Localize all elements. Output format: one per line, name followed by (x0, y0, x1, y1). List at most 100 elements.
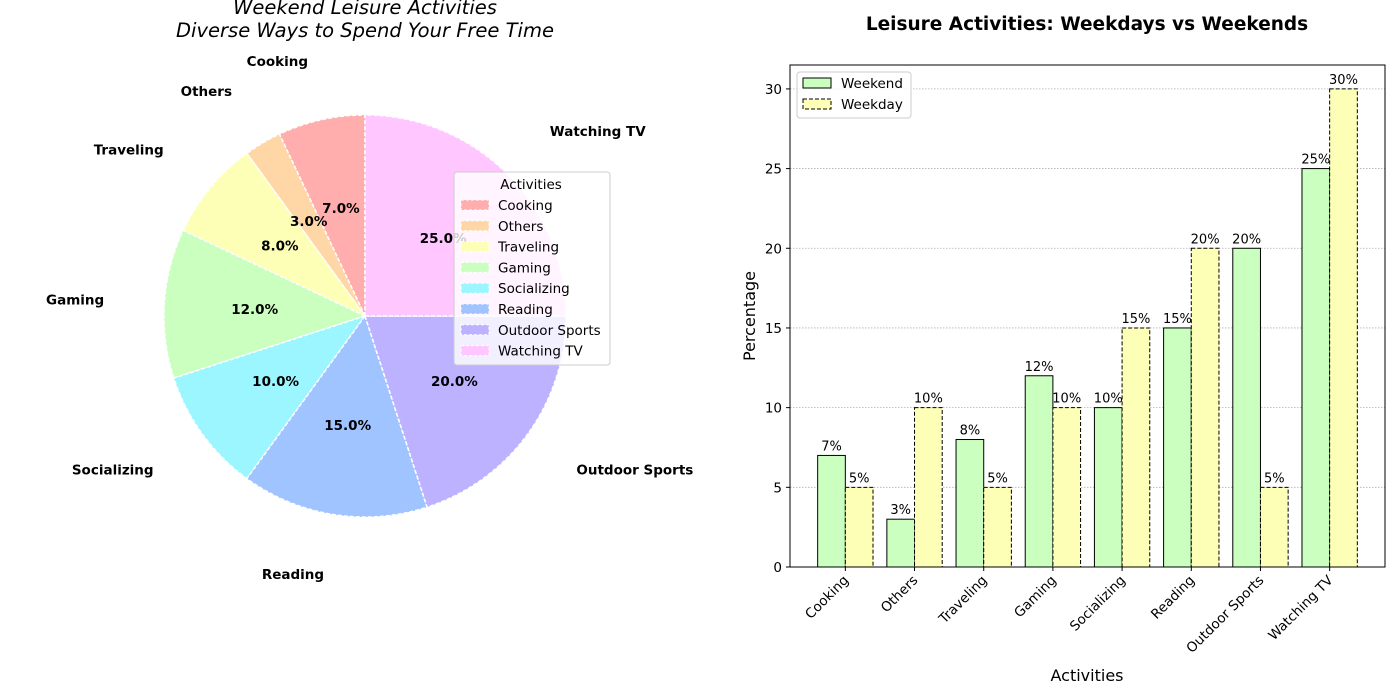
pie-legend-label-reading: Reading (498, 302, 553, 318)
bar-value-label-weekend-socializing: 10% (1094, 392, 1123, 407)
pie-legend-label-traveling: Traveling (497, 240, 559, 256)
bar-value-label-weekday-cooking: 5% (849, 471, 870, 486)
bar-chart-legend: Weekend Weekday (796, 71, 912, 119)
pie-percent-socializing: 10.0% (252, 374, 299, 390)
bar-weekend-reading (1163, 327, 1192, 568)
pie-legend-swatch-watching-tv (460, 345, 490, 357)
bar-value-label-weekday-gaming: 10% (1052, 392, 1081, 407)
pie-legend-entries: Cooking Others Traveling Gaming Socializing R… (460, 198, 601, 360)
bar-chart: Leisure Activities: Weekdays vs Weekends… (740, 14, 1386, 685)
pie-legend-frame (453, 171, 611, 366)
bar-value-label-weekend-outdoor-sports: 20% (1232, 232, 1261, 247)
pie-percent-reading: 15.0% (324, 418, 371, 434)
bar-value-label-weekend-traveling: 8% (960, 424, 981, 439)
pie-slice-traveling (182, 152, 366, 317)
pie-label-traveling: Traveling (94, 142, 164, 158)
bar-weekday-socializing (1121, 327, 1151, 568)
bar-chart-gridlines (790, 88, 1385, 488)
pie-percent-labels: 7.0%3.0%8.0%12.0%10.0%15.0%20.0%25.0% (231, 201, 478, 434)
pie-title-line-1: Weekend Leisure Activities (233, 0, 497, 19)
bar-y-tick-label-25: 25 (765, 162, 782, 178)
bar-x-tick-label-socializing: Socializing (1067, 573, 1129, 635)
pie-percent-cooking: 7.0% (322, 201, 360, 217)
pie-label-socializing: Socializing (72, 463, 154, 479)
bar-x-tick-label-cooking: Cooking (802, 573, 852, 623)
bar-y-tick-label-30: 30 (765, 82, 782, 98)
bar-weekday-reading (1190, 247, 1220, 568)
pie-legend-label-outdoor-sports: Outdoor Sports (498, 323, 601, 339)
bar-chart-y-ticks: 0 5 10 15 20 25 30 (765, 82, 790, 576)
pie-percent-traveling: 8.0% (261, 239, 299, 255)
bar-weekend-socializing (1093, 407, 1123, 568)
bar-value-label-weekend-watching-tv: 25% (1301, 153, 1330, 168)
pie-slice-gaming (163, 229, 368, 380)
bar-value-label-weekday-others: 10% (914, 392, 943, 407)
bar-y-tick-label-20: 20 (765, 241, 782, 257)
bar-weekday-gaming (1052, 407, 1082, 568)
pie-title-line-2: Diverse Ways to Spend Your Free Time (176, 19, 554, 42)
bar-x-tick-label-traveling: Traveling (935, 573, 990, 628)
pie-legend-swatch-others (460, 220, 490, 232)
pie-legend-label-gaming: Gaming (498, 260, 551, 276)
pie-chart: Weekend Leisure Activities Diverse Ways … (46, 0, 693, 583)
pie-legend: Activities Cooking Others Traveling Gaming S… (453, 171, 611, 366)
bar-chart-value-labels: 7% 3% 8% 12% 10% 15% 20% 25% 5% 10% 5% 10% 15% 20% 5% 3… (821, 73, 1358, 518)
bar-legend-label-weekend: Weekend (841, 76, 903, 92)
bar-weekday-traveling (983, 486, 1012, 568)
bar-weekend-others (886, 518, 916, 568)
bar-legend-swatch-weekday (802, 98, 832, 110)
bar-value-label-weekend-reading: 15% (1163, 312, 1192, 327)
bar-y-tick-label-0: 0 (773, 560, 782, 576)
bar-value-label-weekday-outdoor-sports: 5% (1264, 471, 1285, 486)
pie-label-reading: Reading (262, 567, 324, 583)
pie-legend-label-cooking: Cooking (498, 198, 553, 214)
bar-x-tick-label-others: Others (878, 573, 921, 616)
pie-percent-outdoor-sports: 20.0% (431, 374, 478, 390)
bar-chart-axes-frame (789, 64, 1386, 568)
bar-weekend-traveling (955, 439, 985, 568)
bar-y-tick-label-5: 5 (773, 480, 782, 496)
pie-legend-label-socializing: Socializing (498, 281, 570, 297)
bar-y-tick-label-10: 10 (765, 401, 782, 417)
pie-legend-swatch-cooking (460, 199, 490, 211)
pie-legend-title: Activities (500, 177, 562, 193)
bar-weekend-cooking (817, 454, 846, 568)
pie-legend-swatch-gaming (460, 261, 490, 273)
bar-weekday-others (914, 407, 943, 568)
pie-legend-swatch-reading (460, 303, 490, 315)
pie-percent-others: 3.0% (290, 214, 328, 230)
bar-chart-title: Leisure Activities: Weekdays vs Weekends (866, 14, 1308, 35)
bar-weekday-cooking (844, 486, 874, 568)
bar-y-tick-label-15: 15 (765, 321, 782, 337)
pie-legend-label-others: Others (498, 219, 543, 235)
bar-value-label-weekday-watching-tv: 30% (1329, 73, 1358, 88)
bar-x-tick-label-reading: Reading (1148, 573, 1198, 623)
bar-value-label-weekday-reading: 20% (1191, 232, 1220, 247)
bar-weekday-watching-tv (1329, 88, 1358, 568)
pie-label-cooking: Cooking (247, 54, 308, 70)
bar-weekend-gaming (1024, 375, 1054, 568)
pie-legend-swatch-socializing (460, 282, 490, 294)
bar-chart-x-ticks: Cooking Others Traveling Gaming Socializing R… (802, 567, 1337, 656)
bar-legend-label-weekday: Weekday (841, 97, 903, 113)
bar-value-label-weekday-socializing: 15% (1121, 312, 1150, 327)
bar-weekend-outdoor-sports (1232, 247, 1261, 568)
bar-chart-y-axis-label: Percentage (740, 271, 759, 361)
pie-legend-swatch-traveling (460, 241, 490, 253)
pie-outer-labels: Cooking Others Traveling Gaming Socializing R… (46, 54, 693, 583)
pie-label-gaming: Gaming (46, 293, 104, 309)
pie-legend-label-watching-tv: Watching TV (498, 344, 583, 360)
bar-x-tick-label-gaming: Gaming (1011, 573, 1060, 622)
bar-chart-bars (817, 88, 1358, 568)
bar-value-label-weekday-traveling: 5% (987, 471, 1008, 486)
pie-label-outdoor-sports: Outdoor Sports (576, 463, 693, 479)
bar-weekday-outdoor-sports (1259, 486, 1289, 568)
pie-label-others: Others (181, 84, 232, 100)
pie-legend-swatch-outdoor-sports (460, 324, 490, 336)
pie-slice-socializing (172, 314, 367, 480)
bar-value-label-weekend-cooking: 7% (821, 439, 842, 454)
pie-label-watching-tv: Watching TV (550, 124, 646, 140)
bar-value-label-weekend-others: 3% (890, 503, 911, 518)
bar-chart-x-axis-label: Activities (1051, 666, 1124, 685)
